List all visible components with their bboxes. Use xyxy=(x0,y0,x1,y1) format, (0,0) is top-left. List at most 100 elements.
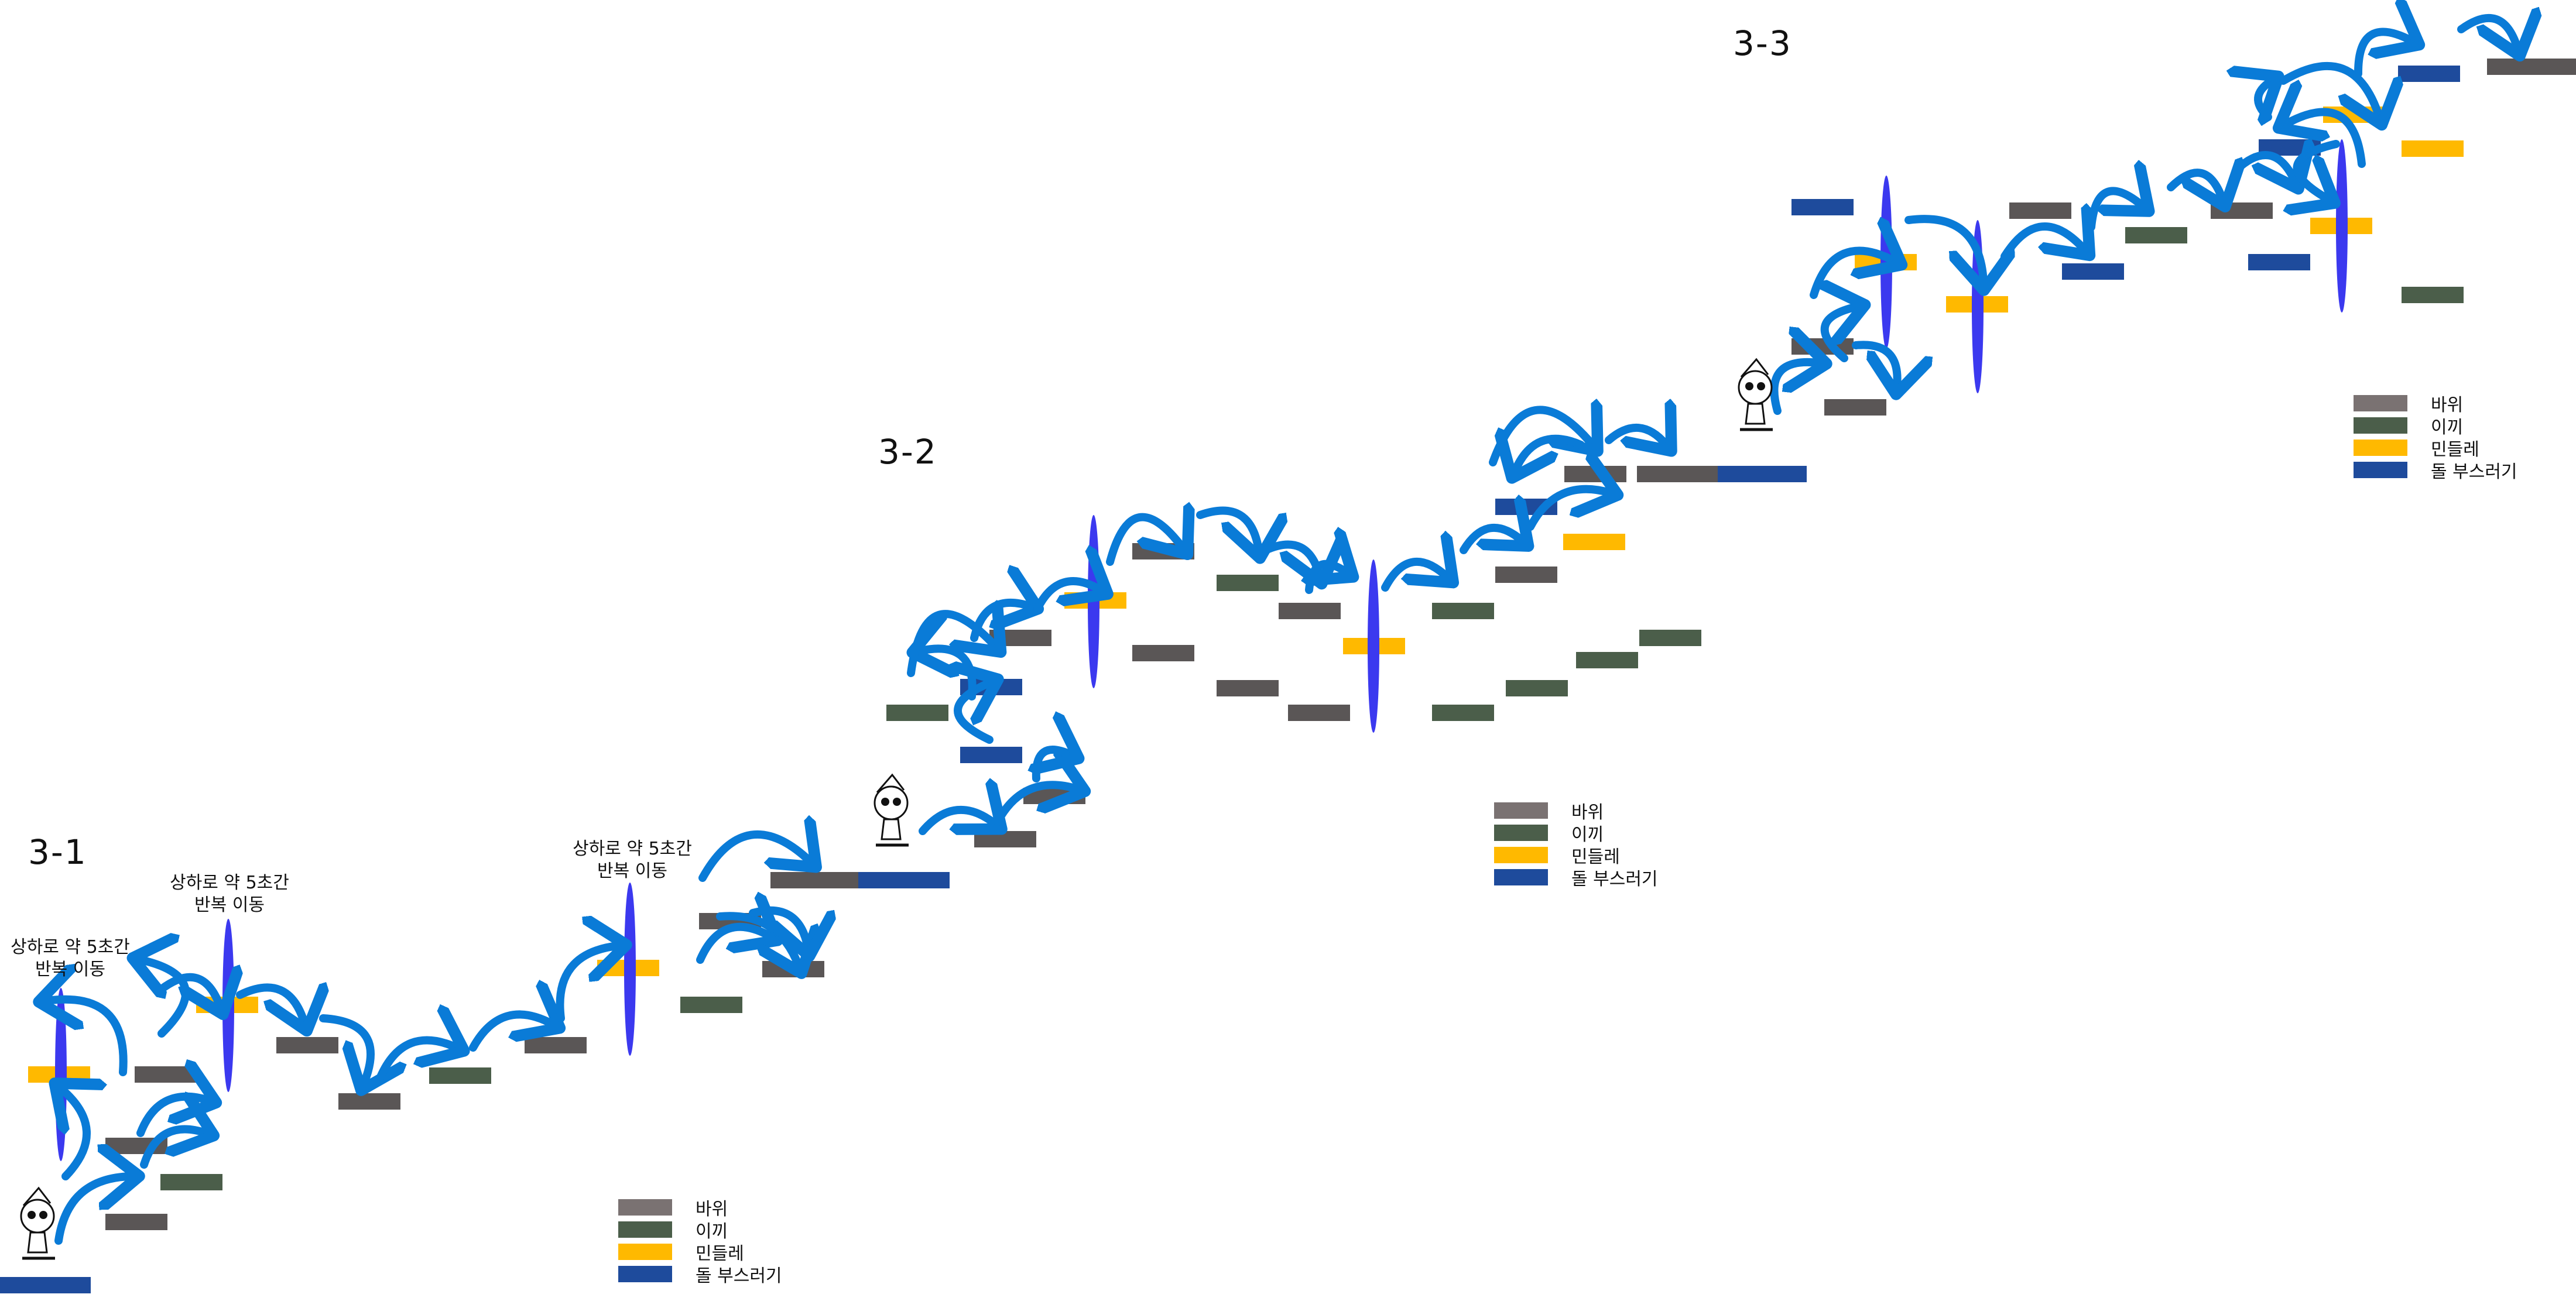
legend-label: 돌 부스러기 xyxy=(696,1266,782,1286)
legend-swatch xyxy=(618,1199,672,1216)
legend-label: 민들레 xyxy=(1571,847,1620,867)
moss-platform xyxy=(1217,575,1279,591)
jump-arrow-icon xyxy=(136,1097,208,1137)
rock-platform xyxy=(525,1037,587,1053)
dandelion-platform xyxy=(1563,534,1625,550)
stone-breaker-platform xyxy=(960,747,1022,763)
legend-item-dandelion: 민들레 xyxy=(1494,844,1693,867)
moss-platform xyxy=(680,997,742,1013)
moss-platform xyxy=(1506,680,1568,696)
jump-arrow-icon xyxy=(1106,517,1183,566)
legend-item-rock: 바위 xyxy=(2354,392,2553,416)
rock-platform xyxy=(1564,466,1626,482)
moving-obstacle-bar xyxy=(55,988,67,1161)
jump-arrow-icon xyxy=(698,835,810,882)
legend-swatch xyxy=(2354,462,2407,478)
character-eye xyxy=(1757,382,1765,390)
legend-item-moss: 이끼 xyxy=(1494,822,1693,845)
legend-label: 돌 부스러기 xyxy=(2431,462,2517,482)
jump-arrow-icon xyxy=(2286,112,2366,168)
jump-arrow-icon xyxy=(1489,410,1592,466)
legend-label: 바위 xyxy=(1571,802,1604,823)
rock-platform xyxy=(2009,202,2071,219)
rock-platform xyxy=(989,630,1051,646)
character-icon xyxy=(873,773,909,847)
rock-platform xyxy=(1132,645,1194,661)
legend-label: 이끼 xyxy=(1571,825,1604,845)
dandelion-platform xyxy=(2402,140,2464,157)
jump-arrow-icon xyxy=(1605,428,1666,445)
legend-item-stone-breaker: 돌 부스러기 xyxy=(618,1263,817,1286)
legend-label: 바위 xyxy=(2431,395,2464,416)
movement-note: 상하로 약 5초간 반복 이동 xyxy=(11,937,130,980)
jump-arrow-icon xyxy=(47,1000,128,1076)
legend-swatch xyxy=(2354,440,2407,456)
legend-label: 돌 부스러기 xyxy=(1571,869,1658,890)
character-eye xyxy=(28,1211,36,1219)
stone-breaker-platform xyxy=(0,1277,91,1293)
rock-platform xyxy=(276,1037,338,1053)
rock-platform xyxy=(1279,603,1341,619)
jump-arrow-icon xyxy=(2167,173,2222,199)
jump-arrow-icon xyxy=(958,682,991,744)
rock-platform xyxy=(1791,338,1854,355)
jump-arrow-icon xyxy=(61,1089,87,1180)
rock-platform xyxy=(1637,466,1719,482)
stone-breaker-platform xyxy=(1718,466,1807,482)
jump-arrow-icon xyxy=(1904,215,1984,282)
jump-arrow-icon xyxy=(141,960,190,1038)
legend-swatch xyxy=(2354,417,2407,434)
section-title-3-3: 3-3 xyxy=(1733,23,1792,63)
legend: 바위 이끼 민들레 돌 부스러기 xyxy=(2354,392,2553,482)
legend-item-stone-breaker: 돌 부스러기 xyxy=(2354,459,2553,482)
legend-swatch xyxy=(1494,802,1548,819)
jump-arrow-icon xyxy=(469,1014,553,1052)
section-title-3-2: 3-2 xyxy=(878,432,937,472)
jump-arrow-icon xyxy=(1810,250,1895,299)
legend-swatch xyxy=(618,1244,672,1260)
jump-arrow-icon xyxy=(236,987,304,1023)
moss-platform xyxy=(429,1067,491,1084)
jump-arrow-icon xyxy=(696,927,770,964)
jump-arrow-icon xyxy=(2297,140,2336,199)
stone-breaker-platform xyxy=(2398,66,2460,82)
jump-arrow-icon xyxy=(2000,226,2084,256)
moss-platform xyxy=(1639,630,1701,646)
legend: 바위 이끼 민들레 돌 부스러기 xyxy=(618,1196,817,1286)
jump-arrow-icon xyxy=(1196,506,1259,550)
jump-arrow-icon xyxy=(1309,564,1347,594)
legend-item-moss: 이끼 xyxy=(618,1218,817,1242)
moving-obstacle-bar xyxy=(624,883,636,1056)
legend-swatch xyxy=(618,1266,672,1282)
legend-label: 이끼 xyxy=(2431,417,2464,438)
character-eye xyxy=(39,1211,47,1219)
rock-platform xyxy=(2487,59,2576,75)
movement-note: 상하로 약 5초간 반복 이동 xyxy=(170,873,289,915)
jump-arrow-icon xyxy=(749,906,808,948)
moss-platform xyxy=(1432,603,1494,619)
legend-swatch xyxy=(1494,825,1548,841)
rock-platform xyxy=(1217,680,1279,696)
moss-platform xyxy=(886,705,948,721)
jump-arrow-icon xyxy=(2457,18,2517,48)
moss-platform xyxy=(2402,287,2464,303)
character-icon xyxy=(20,1186,55,1260)
legend-swatch xyxy=(618,1221,672,1238)
legend-item-dandelion: 민들레 xyxy=(2354,437,2553,460)
rock-platform xyxy=(770,872,861,888)
jump-arrow-icon xyxy=(157,977,220,1007)
jump-arrow-icon xyxy=(1852,341,1897,386)
jump-arrow-icon xyxy=(2258,81,2272,117)
rock-platform xyxy=(974,831,1036,847)
moving-obstacle-bar xyxy=(222,919,234,1092)
moss-platform xyxy=(160,1174,222,1190)
stone-breaker-platform xyxy=(2248,254,2310,270)
legend: 바위 이끼 민들레 돌 부스러기 xyxy=(1494,799,1693,890)
section-title-3-1: 3-1 xyxy=(28,832,87,872)
character-body xyxy=(881,818,902,840)
rock-platform xyxy=(105,1214,167,1230)
jump-arrow-icon xyxy=(376,1041,457,1081)
character-eye xyxy=(893,798,901,806)
jump-arrow-icon xyxy=(2232,155,2295,181)
character-head xyxy=(20,1199,55,1234)
